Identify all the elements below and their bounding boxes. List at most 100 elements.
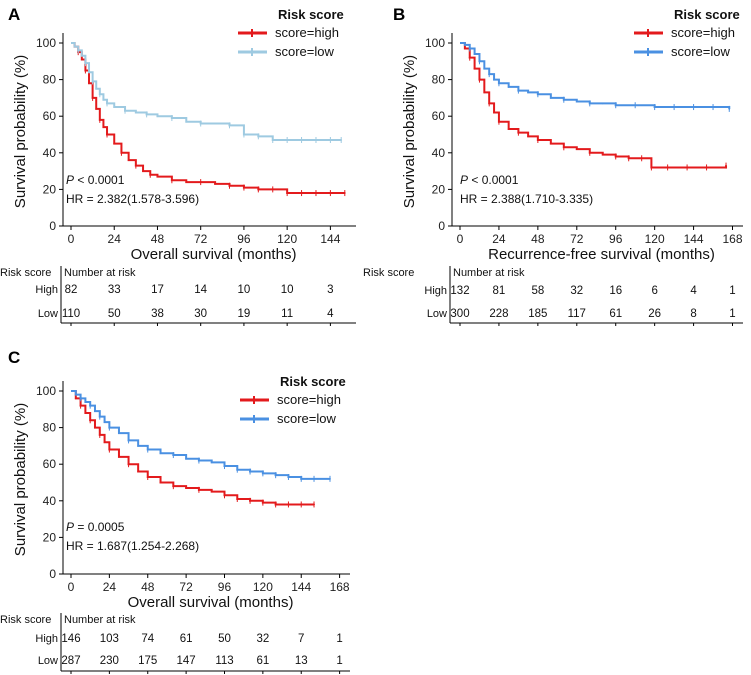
x-tick-label: 72 [179,580,193,594]
risk-count: 4 [327,308,334,320]
risk-row-label-high: High [35,633,58,645]
km-point-low_A [134,111,137,114]
km-point-high [142,170,144,173]
y-tick-label: 60 [43,109,57,123]
x-tick-label: 120 [277,232,297,246]
x-tick-label: 24 [108,232,122,246]
hazard-ratio: HR = 2.388(1.710-3.335) [460,192,593,206]
risk-count: 6 [651,285,657,297]
km-point-low_A [88,71,90,74]
y-tick-label: 100 [36,384,56,398]
y-tick-label: 20 [43,182,57,196]
risk-count: 1 [729,285,735,297]
risk-row-label-low: Low [38,655,58,667]
km-point-high [80,58,83,61]
y-tick-label: 40 [43,146,57,160]
risk-count: 61 [180,633,193,645]
x-tick-label: 144 [684,232,704,246]
x-tick-label: 48 [151,232,165,246]
risk-count: 110 [62,308,80,320]
risk-count: 32 [570,285,583,297]
x-axis-label: Overall survival (months) [128,594,294,611]
risk-count: 16 [609,285,622,297]
km-point-low_A [214,122,217,125]
km-point-high [118,455,120,458]
km-point-low [118,432,120,434]
y-tick-label: 20 [43,530,57,544]
x-tick-label: 120 [645,232,665,246]
risk-count: 103 [100,633,119,645]
legend-entry: score=low [671,44,730,59]
km-point-low [483,67,486,70]
risk-count: 81 [493,285,506,297]
km-point-high [493,111,495,114]
y-tick-label: 40 [43,494,57,508]
legend-title: Risk score [674,7,740,22]
hazard-ratio: HR = 2.382(1.578-3.596) [66,192,199,206]
km-point-high [156,175,159,178]
risk-count: 4 [690,285,697,297]
x-tick-label: 72 [194,232,208,246]
p-symbol: P [460,173,468,187]
p-symbol: P [66,173,74,187]
risk-count: 1 [336,633,342,645]
p-symbol: P [66,520,74,534]
km-point-high [94,426,96,429]
km-curve-low_A [71,42,342,141]
x-tick-label: 48 [141,580,155,594]
km-point-high [575,148,578,151]
km-point-low [473,53,476,55]
x-axis-label: Recurrence-free survival (months) [488,246,715,263]
km-point-high [159,481,162,484]
risk-count: 50 [218,633,231,645]
risk-count: 146 [61,633,80,645]
km-point-low_A [73,45,76,48]
km-curve-low [460,42,731,109]
panel-c: C 0 20 40 60 80 100 0 24 48 72 96 120 144 168 Survival … [0,348,350,674]
km-point-high [185,487,188,489]
x-tick-label: 0 [68,580,75,594]
risk-count: 228 [489,308,508,320]
km-point-low [159,452,162,455]
y-tick-label: 0 [438,219,445,233]
km-point-low [103,421,106,424]
km-point-low [527,91,530,94]
risk-count: 287 [61,655,80,667]
km-point-low [575,100,578,103]
km-point-low [463,43,466,46]
km-point-low [185,457,188,460]
km-point-low [507,86,510,88]
km-point-low_A [113,106,116,108]
km-point-low [549,97,552,99]
x-tick-label: 144 [320,232,340,246]
km-point-high [463,47,466,50]
risk-count: 50 [108,308,121,320]
risk-count: 14 [194,284,207,296]
risk-header: Risk score [0,267,51,279]
panel-letter: C [8,348,20,367]
y-axis-label: Survival probability (%) [401,55,418,208]
risk-count: 74 [141,633,154,645]
x-tick-label: 24 [103,580,117,594]
y-tick-label: 80 [432,73,446,87]
y-tick-label: 100 [425,36,445,50]
legend-entry: score=high [671,25,735,40]
y-tick-label: 60 [432,109,446,123]
y-tick-label: 80 [43,73,57,87]
x-tick-label: 168 [330,580,350,594]
x-tick-label: 0 [457,232,464,246]
km-point-high [483,91,486,94]
risk-row-label-high: High [424,285,447,297]
x-tick-label: 96 [237,232,251,246]
km-point-high [84,412,87,414]
risk-count: 61 [609,308,622,320]
km-point-low [601,102,604,105]
km-point-low [74,393,77,396]
y-tick-label: 80 [43,421,57,435]
risk-count: 61 [256,655,269,667]
km-point-high [102,126,105,129]
legend-entry: score=low [275,44,334,59]
y-axis-label: Survival probability (%) [12,403,29,556]
y-axis-label: Survival probability (%) [12,55,29,208]
